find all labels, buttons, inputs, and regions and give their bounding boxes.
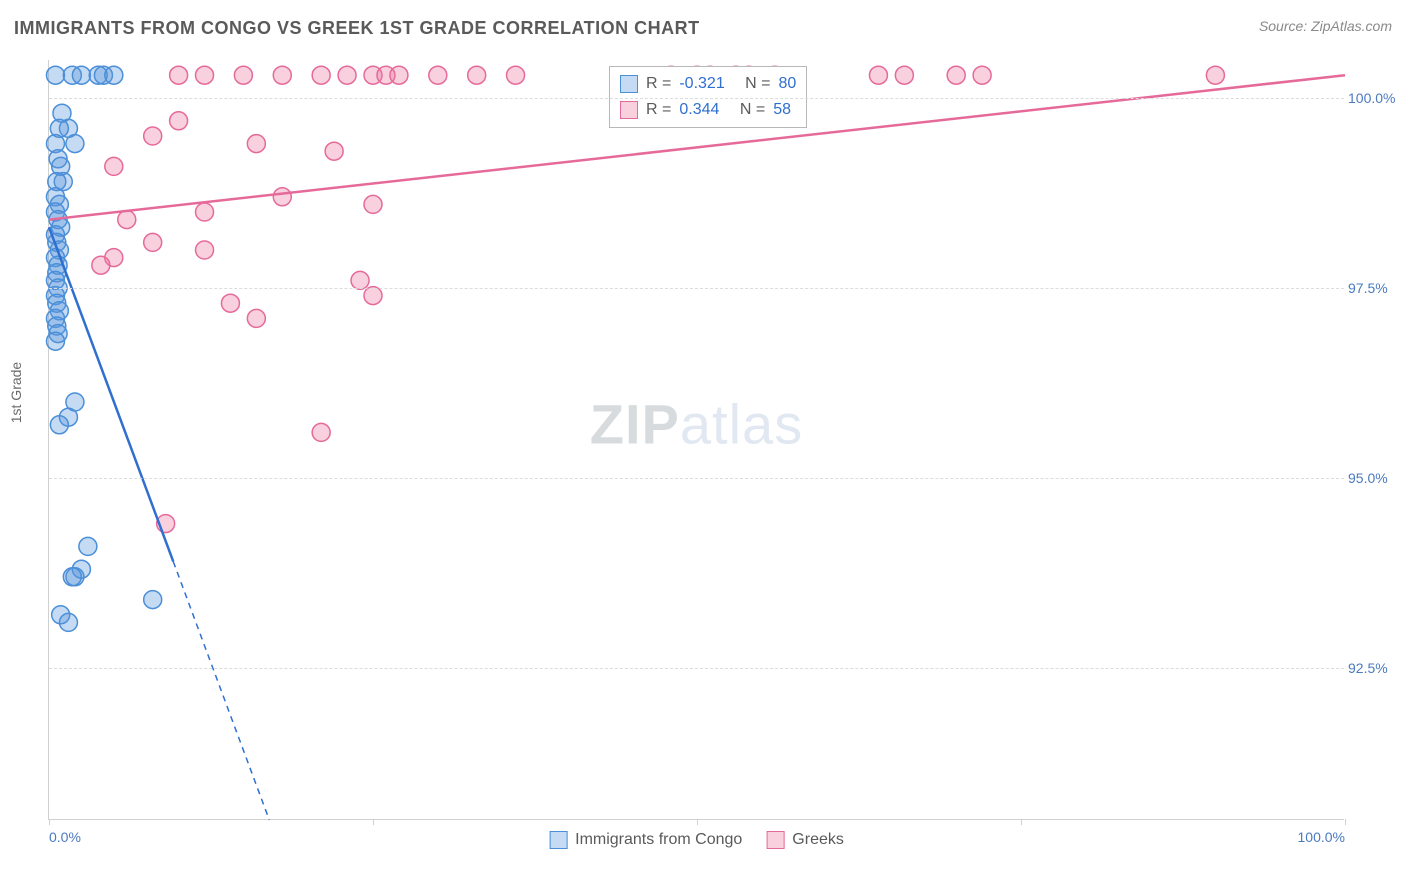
- data-point-congo: [72, 66, 90, 84]
- x-tick: [697, 819, 698, 825]
- data-point-greek: [196, 203, 214, 221]
- chart-title: IMMIGRANTS FROM CONGO VS GREEK 1ST GRADE…: [14, 18, 700, 39]
- data-point-greek: [105, 157, 123, 175]
- data-point-greek: [144, 127, 162, 145]
- legend-row-greek: R = 0.344 N = 58: [620, 97, 796, 123]
- data-point-greek: [247, 135, 265, 153]
- trend-line-congo: [49, 227, 173, 561]
- data-point-greek: [895, 66, 913, 84]
- swatch-greek-icon: [766, 831, 784, 849]
- x-tick: [373, 819, 374, 825]
- n-value-congo: 80: [779, 71, 797, 97]
- data-point-greek: [429, 66, 447, 84]
- data-point-greek: [144, 233, 162, 251]
- gridline: [49, 288, 1344, 289]
- x-tick: [49, 819, 50, 825]
- data-point-congo: [79, 537, 97, 555]
- data-point-greek: [92, 256, 110, 274]
- legend-row-congo: R = -0.321 N = 80: [620, 71, 796, 97]
- n-value-greek: 58: [773, 97, 791, 123]
- data-point-greek: [247, 309, 265, 327]
- data-point-congo: [46, 332, 64, 350]
- data-point-greek: [947, 66, 965, 84]
- data-point-congo: [50, 416, 68, 434]
- data-point-greek: [390, 66, 408, 84]
- data-point-greek: [118, 211, 136, 229]
- gridline: [49, 478, 1344, 479]
- x-tick-label: 0.0%: [49, 829, 81, 845]
- trend-line-congo-dashed: [173, 562, 269, 820]
- data-point-greek: [221, 294, 239, 312]
- data-point-congo: [105, 66, 123, 84]
- data-point-greek: [468, 66, 486, 84]
- data-point-greek: [325, 142, 343, 160]
- data-point-greek: [364, 195, 382, 213]
- swatch-greek: [620, 101, 638, 119]
- data-point-greek: [364, 287, 382, 305]
- data-point-greek: [338, 66, 356, 84]
- y-tick-label: 92.5%: [1348, 660, 1394, 676]
- data-point-greek: [507, 66, 525, 84]
- data-point-greek: [273, 188, 291, 206]
- y-tick-label: 95.0%: [1348, 470, 1394, 486]
- data-point-greek: [351, 271, 369, 289]
- swatch-congo-icon: [549, 831, 567, 849]
- chart-svg: [49, 60, 1344, 819]
- y-tick-label: 97.5%: [1348, 280, 1394, 296]
- data-point-greek: [196, 241, 214, 259]
- swatch-congo: [620, 75, 638, 93]
- data-point-congo: [144, 591, 162, 609]
- x-tick: [1021, 819, 1022, 825]
- data-point-congo: [66, 135, 84, 153]
- legend-correlation-box: R = -0.321 N = 80 R = 0.344 N = 58: [609, 66, 807, 128]
- r-value-greek: 0.344: [679, 97, 719, 123]
- data-point-congo: [63, 568, 81, 586]
- y-tick-label: 100.0%: [1348, 90, 1394, 106]
- data-point-greek: [234, 66, 252, 84]
- data-point-greek: [196, 66, 214, 84]
- data-point-greek: [1206, 66, 1224, 84]
- r-value-congo: -0.321: [679, 71, 724, 97]
- data-point-congo: [46, 66, 64, 84]
- source-label: Source: ZipAtlas.com: [1259, 18, 1392, 34]
- x-tick-label: 100.0%: [1298, 829, 1345, 845]
- data-point-greek: [869, 66, 887, 84]
- data-point-greek: [312, 66, 330, 84]
- data-point-greek: [170, 66, 188, 84]
- gridline: [49, 98, 1344, 99]
- x-tick: [1345, 819, 1346, 825]
- legend-bottom: Immigrants from Congo Greeks: [549, 831, 844, 849]
- legend-item-congo: Immigrants from Congo: [549, 831, 742, 849]
- data-point-greek: [312, 423, 330, 441]
- plot-area: ZIPatlas R = -0.321 N = 80 R = 0.344 N =…: [48, 60, 1344, 820]
- y-axis-label: 1st Grade: [8, 362, 24, 423]
- chart-header: IMMIGRANTS FROM CONGO VS GREEK 1ST GRADE…: [14, 18, 1392, 39]
- data-point-greek: [273, 66, 291, 84]
- gridline: [49, 668, 1344, 669]
- data-point-congo: [59, 613, 77, 631]
- data-point-greek: [973, 66, 991, 84]
- legend-item-greek: Greeks: [766, 831, 844, 849]
- data-point-greek: [170, 112, 188, 130]
